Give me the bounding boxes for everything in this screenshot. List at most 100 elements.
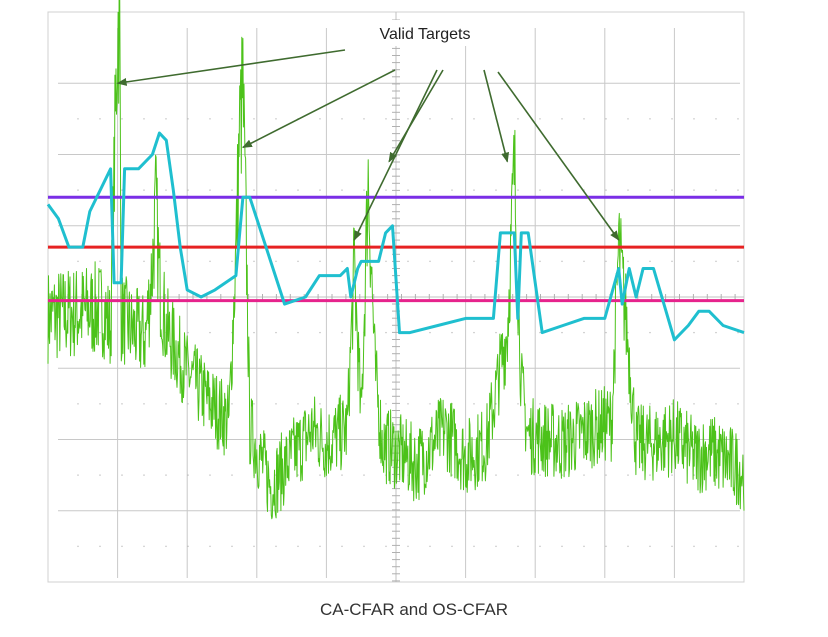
grid-dot <box>737 403 739 405</box>
grid-dot <box>407 189 409 191</box>
grid-dot <box>627 118 629 120</box>
annotation-arrow <box>497 71 620 241</box>
grid-dot <box>143 118 145 120</box>
grid-dot <box>517 474 519 476</box>
grid-dot <box>363 403 365 405</box>
grid-dot <box>671 403 673 405</box>
grid-dot <box>319 118 321 120</box>
grid-dot <box>451 474 453 476</box>
grid-dot <box>165 474 167 476</box>
grid-dot <box>231 545 233 548</box>
grid-dot <box>341 118 343 120</box>
grid-dot <box>319 474 321 476</box>
grid-dot <box>231 189 233 191</box>
grid-dot <box>473 260 475 263</box>
grid-dot <box>363 474 365 476</box>
grid-dot <box>715 260 717 263</box>
grid-dot <box>143 260 145 263</box>
grid-dot <box>627 403 629 405</box>
grid-dot <box>143 403 145 405</box>
adaptive-threshold-line <box>46 131 745 342</box>
grid-dot <box>429 189 431 191</box>
grid-dot <box>517 403 519 405</box>
grid-dot <box>187 545 189 548</box>
grid-dot <box>583 260 585 263</box>
grid-dot <box>385 403 387 405</box>
series-layer <box>46 0 745 520</box>
grid-dot <box>693 118 695 120</box>
grid-dot <box>319 260 321 263</box>
grid-dot <box>429 474 431 476</box>
grid-dot <box>165 545 167 548</box>
grid-dot <box>451 118 453 120</box>
grid-dot <box>715 403 717 405</box>
grid-dot <box>649 331 651 334</box>
grid-dot <box>451 545 453 548</box>
grid-dot <box>583 474 585 476</box>
figure-caption: CA-CFAR and OS-CFAR <box>320 600 508 619</box>
grid-dot <box>649 189 651 191</box>
grid-dot <box>495 260 497 263</box>
grid-dot <box>385 118 387 120</box>
grid-dot <box>737 189 739 191</box>
grid-dot <box>451 260 453 263</box>
grid-dot <box>561 403 563 405</box>
grid-dot <box>297 331 299 334</box>
annotation-arrow <box>116 49 346 86</box>
grid-dot <box>187 118 189 120</box>
grid-dot <box>539 474 541 476</box>
grid-dot <box>231 260 233 263</box>
grid-dot <box>671 545 673 548</box>
grid-dot <box>429 331 431 334</box>
grid-dot <box>429 260 431 263</box>
annotation-layer: Valid Targets <box>116 20 620 241</box>
grid-dot <box>473 403 475 405</box>
grid-dot <box>363 545 365 548</box>
grid-dot <box>297 403 299 405</box>
grid-dot <box>671 474 673 476</box>
grid-dot <box>539 260 541 263</box>
grid-dot <box>143 474 145 476</box>
grid-dot <box>385 545 387 548</box>
grid-dot <box>473 545 475 548</box>
grid-dot <box>187 331 189 334</box>
grid-dot <box>605 331 607 334</box>
grid-dot <box>275 403 277 405</box>
grid-dot <box>209 189 211 191</box>
grid-dot <box>605 474 607 476</box>
grid-dot <box>297 189 299 191</box>
grid-dot <box>341 260 343 263</box>
grid-dot <box>715 545 717 548</box>
grid-dot <box>627 189 629 191</box>
grid-dot <box>517 189 519 191</box>
grid-dot <box>693 260 695 263</box>
grid-dot <box>627 545 629 548</box>
grid-dot <box>99 118 101 120</box>
grid-dot <box>77 474 79 476</box>
grid-dot <box>77 189 79 191</box>
grid-dot <box>407 260 409 263</box>
annotation-arrow <box>241 69 396 149</box>
grid-dot <box>539 545 541 548</box>
grid-dot <box>99 545 101 548</box>
grid-dot <box>561 118 563 120</box>
grid-dot <box>143 189 145 191</box>
grid-dot <box>275 118 277 120</box>
grid-dot <box>341 189 343 191</box>
grid-dot <box>693 189 695 191</box>
grid-dot <box>737 331 739 334</box>
grid-dot <box>473 189 475 191</box>
grid-dot <box>77 545 79 548</box>
grid-dot <box>517 118 519 120</box>
grid-dot <box>187 474 189 476</box>
grid-dot <box>407 118 409 120</box>
grid-dot <box>341 545 343 548</box>
grid-dot <box>319 331 321 334</box>
grid-dot <box>253 331 255 334</box>
grid-dot <box>539 403 541 405</box>
grid-dot <box>363 118 365 120</box>
grid-dot <box>187 403 189 405</box>
grid-dot <box>627 474 629 476</box>
annotation-label: Valid Targets <box>379 26 470 43</box>
grid-dot <box>649 403 651 405</box>
